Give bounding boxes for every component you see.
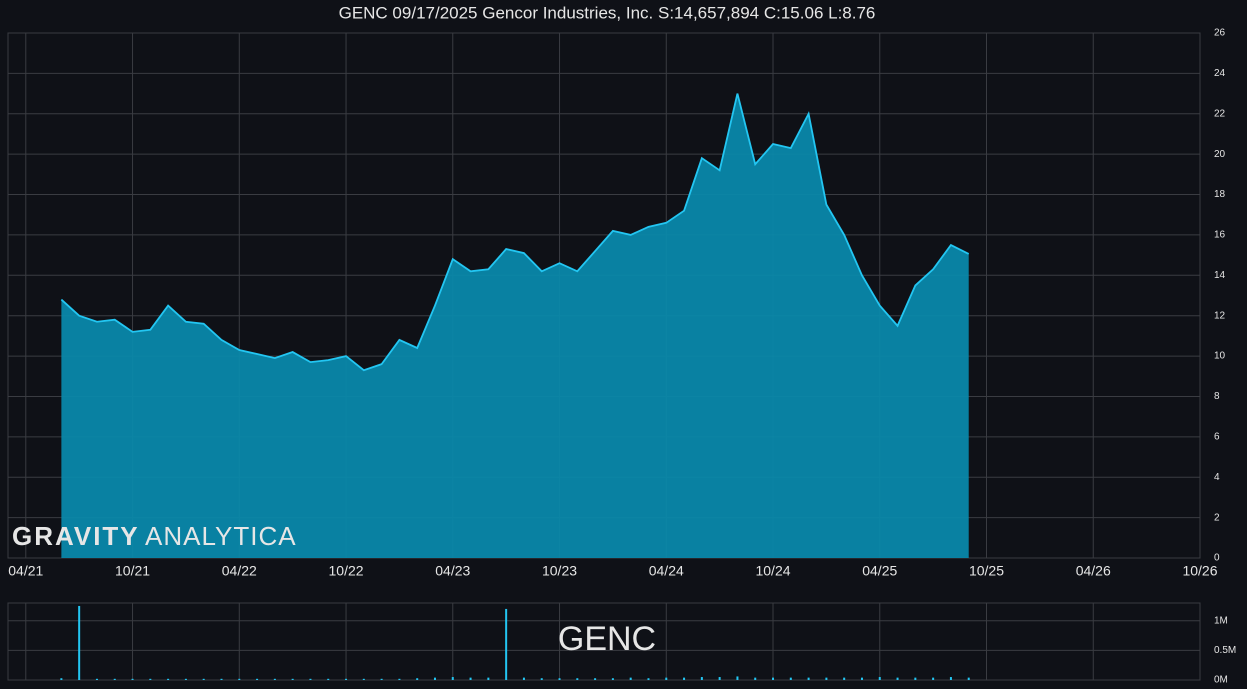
y-tick-label: 26 [1214,28,1226,39]
y-tick-label: 24 [1214,68,1226,79]
y-tick-label: 0M [1214,675,1228,686]
volume-bar [860,677,863,680]
area-fill [61,93,969,559]
volume-bar [327,678,330,680]
volume-bar [398,678,401,680]
volume-bar [469,677,472,680]
volume-bar [487,677,490,680]
x-tick-label: 04/24 [649,563,684,579]
x-tick-label: 04/26 [1076,563,1111,579]
y-tick-label: 8 [1214,391,1220,402]
y-tick-label: 14 [1214,270,1226,281]
volume-bar [309,678,312,680]
y-tick-label: 22 [1214,108,1226,119]
x-tick-label: 04/21 [8,563,43,579]
volume-bar [629,677,632,680]
volume-bar [380,678,383,680]
volume-bar [647,678,650,680]
volume-bar [95,678,98,680]
volume-bar [220,678,223,680]
volume-bar [433,677,436,680]
x-tick-label: 04/23 [435,563,470,579]
volume-bar [60,678,63,680]
y-tick-label: 0 [1214,553,1220,564]
volume-bar [345,678,348,680]
volume-bar [896,677,899,680]
volume-bar [878,677,881,680]
y-tick-label: 1M [1214,615,1228,626]
volume-bar [949,677,952,680]
volume-bar [772,677,775,680]
volume-bar [522,677,525,680]
x-tick-label: 10/26 [1182,563,1217,579]
volume-bar [131,678,134,680]
volume-label: GENC [558,620,656,658]
volume-bar [754,677,757,680]
y-tick-label: 10 [1214,351,1226,362]
volume-bar [718,677,721,680]
volume-bar [576,678,579,680]
y-tick-label: 4 [1214,472,1220,483]
volume-bar [505,608,508,680]
volume-bar [807,677,810,680]
volume-bar [594,678,597,680]
volume-bar [78,605,81,680]
volume-bar [665,677,668,680]
price-line [60,93,970,372]
volume-bar [967,677,970,680]
volume-bar [611,678,614,680]
volume-bar [202,678,205,680]
watermark: GRAVITY [12,521,140,551]
x-tick-label: 10/24 [755,563,790,579]
volume-bar [736,676,739,680]
volume-bar [238,678,241,680]
volume-bar [451,677,454,680]
y-tick-label: 12 [1214,310,1226,321]
volume-bar [789,677,792,680]
x-tick-label: 10/25 [969,563,1004,579]
volume-bar [113,678,116,680]
x-tick-label: 04/25 [862,563,897,579]
volume-bar [683,677,686,680]
volume-bar [825,677,828,680]
y-tick-label: 6 [1214,431,1220,442]
watermark: ANALYTICA [145,521,297,551]
x-tick-label: 10/21 [115,563,150,579]
y-tick-label: 2 [1214,512,1220,523]
volume-bar [932,677,935,680]
volume-bar [700,677,703,680]
volume-bar [558,678,561,680]
volume-bar [167,678,170,680]
y-tick-label: 0.5M [1214,645,1236,656]
chart-title: GENC 09/17/2025 Gencor Industries, Inc. … [339,3,876,22]
x-tick-label: 10/23 [542,563,577,579]
volume-bar [184,678,187,680]
y-tick-label: 20 [1214,149,1226,160]
y-tick-label: 18 [1214,189,1226,200]
volume-bar [149,678,152,680]
volume-bar [540,678,543,680]
x-tick-label: 04/22 [222,563,257,579]
x-tick-label: 10/22 [329,563,364,579]
y-tick-label: 16 [1214,230,1226,241]
volume-bar [362,678,365,680]
volume-bar [416,678,419,680]
volume-bar [914,677,917,680]
volume-bar [843,677,846,680]
volume-bar [256,678,259,680]
volume-bar [273,678,276,680]
volume-bar [291,678,294,680]
